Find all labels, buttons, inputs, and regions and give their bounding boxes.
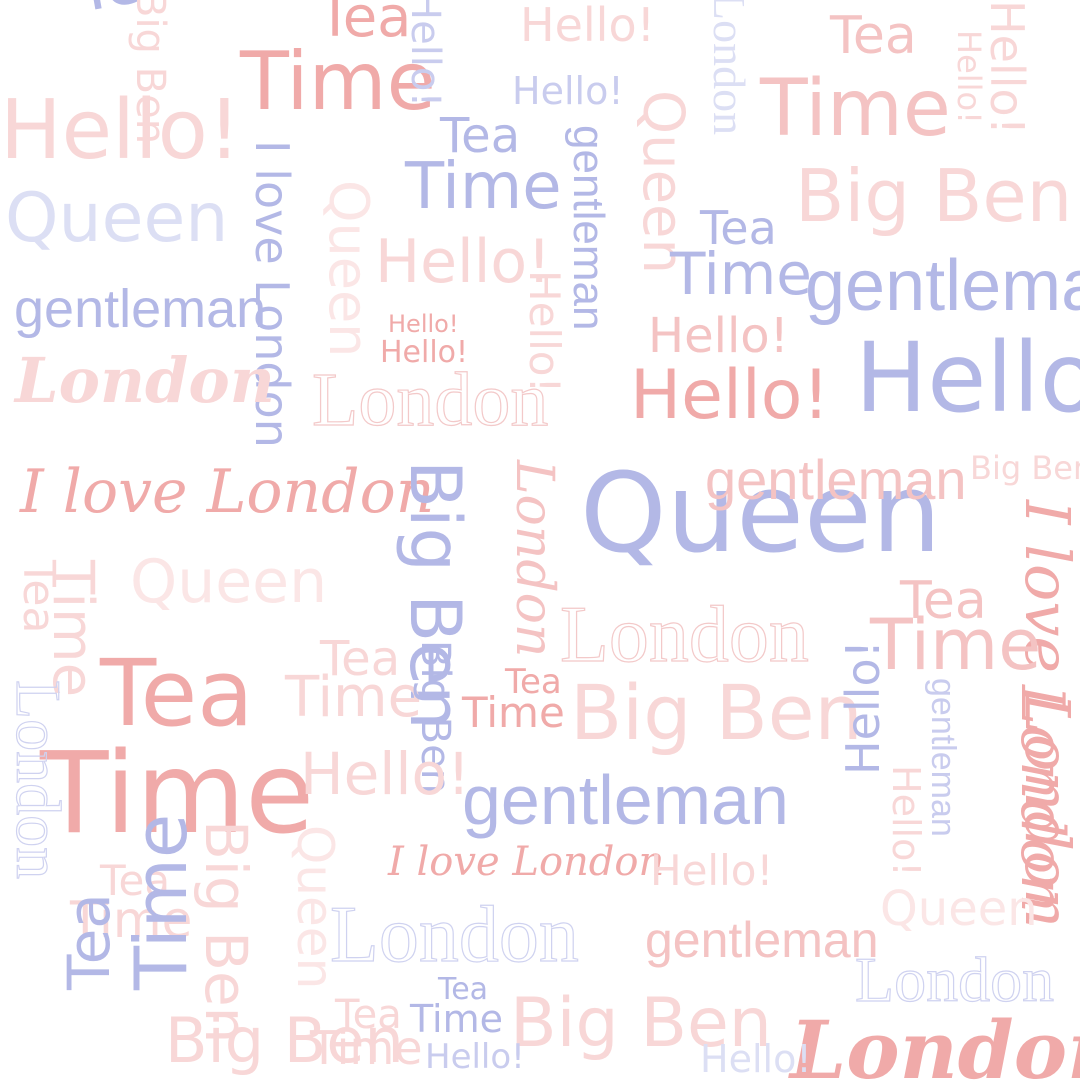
word-hello: Hello! [950, 30, 988, 124]
word-hello: Hello! [650, 846, 774, 895]
word-tea: Tea [318, 0, 412, 50]
word-hello: Hello! [855, 322, 1080, 434]
word-hello: Hello! [425, 1037, 525, 1077]
word-tea: Tea [700, 201, 777, 255]
word-london: London [1007, 685, 1077, 913]
word-tea: Tea [505, 662, 562, 702]
word-big-ben: Big Ben [970, 449, 1080, 487]
word-london: London [2, 679, 74, 880]
word-time: Time [285, 665, 423, 730]
word-gentleman: gentleman [924, 678, 962, 837]
word-time: Time [670, 240, 812, 308]
word-i-love-london: I love London [388, 839, 665, 885]
word-time: Time [40, 560, 105, 698]
word-time: Time [870, 604, 1042, 686]
word-hello: Hello! [375, 227, 552, 297]
word-big-ben: Big Ben [165, 1004, 404, 1077]
word-london: London [854, 944, 1055, 1015]
word-time: Time [40, 729, 315, 859]
word-time: Time [410, 997, 503, 1041]
word-tea: Tea [100, 640, 254, 747]
word-hello: Hello! [388, 310, 459, 338]
word-queen: Queen [130, 547, 328, 617]
word-gentleman: gentleman [564, 125, 613, 331]
word-queen: Queen [880, 881, 1038, 937]
word-time: Time [119, 813, 203, 990]
word-big-ben: Big Ben [570, 668, 863, 757]
word-time: Time [70, 891, 193, 949]
word-time: Time [310, 1021, 423, 1075]
word-tea: Tea [438, 972, 489, 1007]
word-time: Time [462, 688, 565, 737]
word-london: London [704, 0, 755, 136]
word-hello: Hello! [648, 308, 789, 364]
word-queen: Queen [317, 180, 380, 358]
word-time: Time [405, 150, 562, 224]
word-tea: Tea [440, 108, 521, 164]
word-london: London [329, 891, 579, 979]
word-hello: Hello! [630, 356, 830, 435]
word-tea: Tea [55, 893, 123, 990]
word-gentleman: gentleman [705, 448, 967, 511]
word-big-ben: Big Ben [510, 984, 772, 1063]
word-queen: Queen [5, 179, 229, 258]
word-tea: Tea [320, 631, 401, 687]
word-tea: Tea [830, 6, 917, 66]
word-i-love-london: I love London [20, 457, 435, 527]
word-london: London [311, 358, 549, 442]
word-gentleman: gentleman [805, 246, 1080, 326]
word-tea: Tea [335, 992, 402, 1038]
word-hello: Hello! [836, 639, 890, 775]
word-london: London [504, 460, 564, 658]
word-queen: Queen [580, 449, 942, 577]
word-tea: Tea [100, 856, 171, 905]
word-hello: Hello! [980, 0, 1034, 136]
word-time: Time [240, 35, 436, 128]
word-big-ben: Big Ben [795, 154, 1073, 238]
word-gentleman: gentleman [645, 912, 879, 968]
word-hello: Hello! [520, 0, 656, 52]
word-gentleman: gentleman [462, 761, 789, 839]
word-hello: Hello! [402, 0, 448, 108]
word-london: London [559, 591, 809, 679]
word-hello: Hello! [884, 765, 928, 877]
word-gentleman: gentleman [14, 279, 267, 339]
word-london: London [790, 1003, 1080, 1080]
word-time: Time [760, 64, 951, 154]
word-hello: Hello! [700, 1037, 812, 1080]
word-hello: Hello! [380, 335, 469, 370]
word-hello: Hello! [512, 69, 624, 113]
word-hello: Hello! [300, 740, 471, 808]
word-hello: Hello! [0, 83, 241, 178]
word-london: London [15, 344, 275, 417]
word-tea: Tea [900, 571, 987, 631]
